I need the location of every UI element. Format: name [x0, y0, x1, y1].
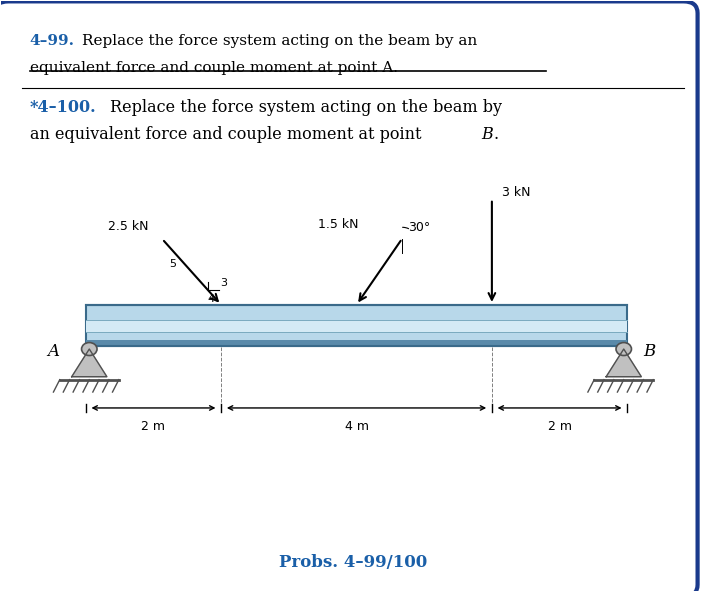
Text: 2.5 kN: 2.5 kN: [107, 220, 148, 233]
Text: B: B: [643, 343, 656, 361]
Circle shape: [616, 343, 631, 356]
Text: 4: 4: [207, 294, 214, 304]
Polygon shape: [606, 349, 641, 377]
Text: an equivalent force and couple moment at point: an equivalent force and couple moment at…: [30, 126, 426, 143]
Text: equivalent force and couple moment at point A.: equivalent force and couple moment at po…: [30, 62, 397, 76]
Text: Replace the force system acting on the beam by an: Replace the force system acting on the b…: [83, 34, 477, 48]
Text: 1.5 kN: 1.5 kN: [318, 218, 359, 231]
Text: .: .: [493, 126, 498, 143]
FancyBboxPatch shape: [85, 340, 627, 346]
Text: 2 m: 2 m: [548, 420, 572, 433]
Polygon shape: [72, 349, 107, 377]
Text: 5: 5: [169, 259, 176, 269]
Text: 30°: 30°: [408, 221, 430, 234]
Text: 2 m: 2 m: [141, 420, 165, 433]
Text: 4 m: 4 m: [345, 420, 369, 433]
Text: *4–100.: *4–100.: [30, 99, 96, 115]
FancyBboxPatch shape: [85, 305, 627, 346]
Text: 3: 3: [220, 278, 227, 288]
Text: 4–99.: 4–99.: [30, 34, 75, 48]
Text: Replace the force system acting on the beam by: Replace the force system acting on the b…: [110, 99, 503, 115]
FancyBboxPatch shape: [85, 320, 627, 332]
Text: Probs. 4–99/100: Probs. 4–99/100: [279, 554, 427, 571]
Circle shape: [82, 343, 97, 356]
Text: 3 kN: 3 kN: [503, 186, 531, 200]
Text: B: B: [481, 126, 493, 143]
Text: A: A: [48, 343, 60, 361]
